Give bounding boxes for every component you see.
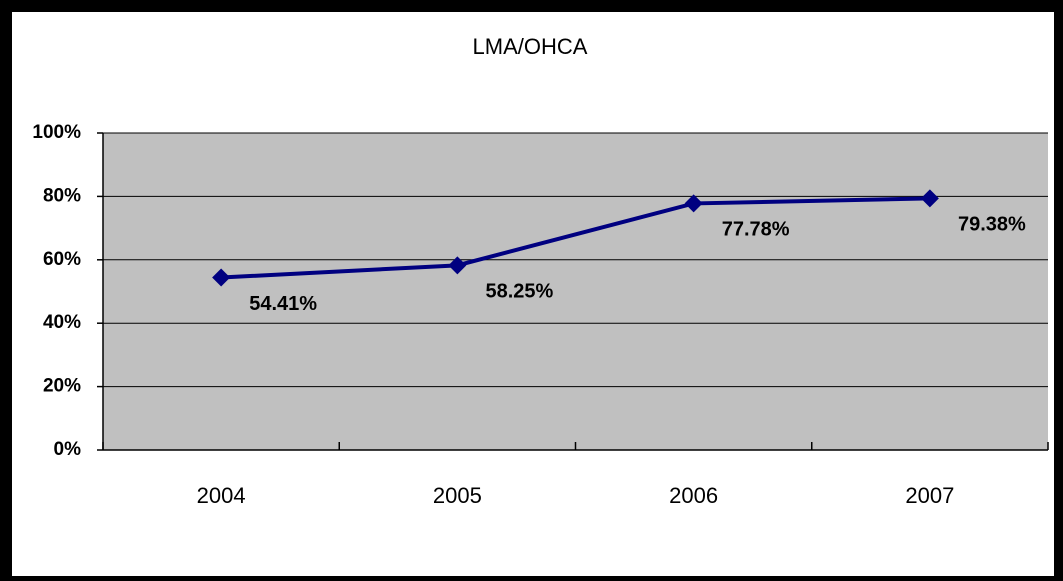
marker <box>448 256 467 275</box>
data-label: 58.25% <box>485 281 553 303</box>
data-label: 77.78% <box>722 219 790 241</box>
marker <box>684 194 703 213</box>
marker <box>212 268 231 287</box>
x-tick-label: 2005 <box>433 483 482 508</box>
chart-title: LMA/OHCA <box>473 34 588 59</box>
y-tick-label: 20% <box>43 376 81 397</box>
y-tick-label: 0% <box>54 439 82 460</box>
y-tick-label: 60% <box>43 249 81 270</box>
y-tick-label: 80% <box>43 185 81 206</box>
marker <box>920 189 939 208</box>
x-tick-label: 2007 <box>905 483 954 508</box>
line <box>221 196 930 280</box>
data-label: 54.41% <box>249 293 317 315</box>
x-tick-label: 2006 <box>669 483 718 508</box>
y-tick-label: 40% <box>43 312 81 333</box>
plot-area <box>103 133 1048 450</box>
x-tick-label: 2004 <box>197 483 246 508</box>
y-tick-label: 100% <box>32 122 81 143</box>
data-label: 79.38% <box>958 214 1026 236</box>
